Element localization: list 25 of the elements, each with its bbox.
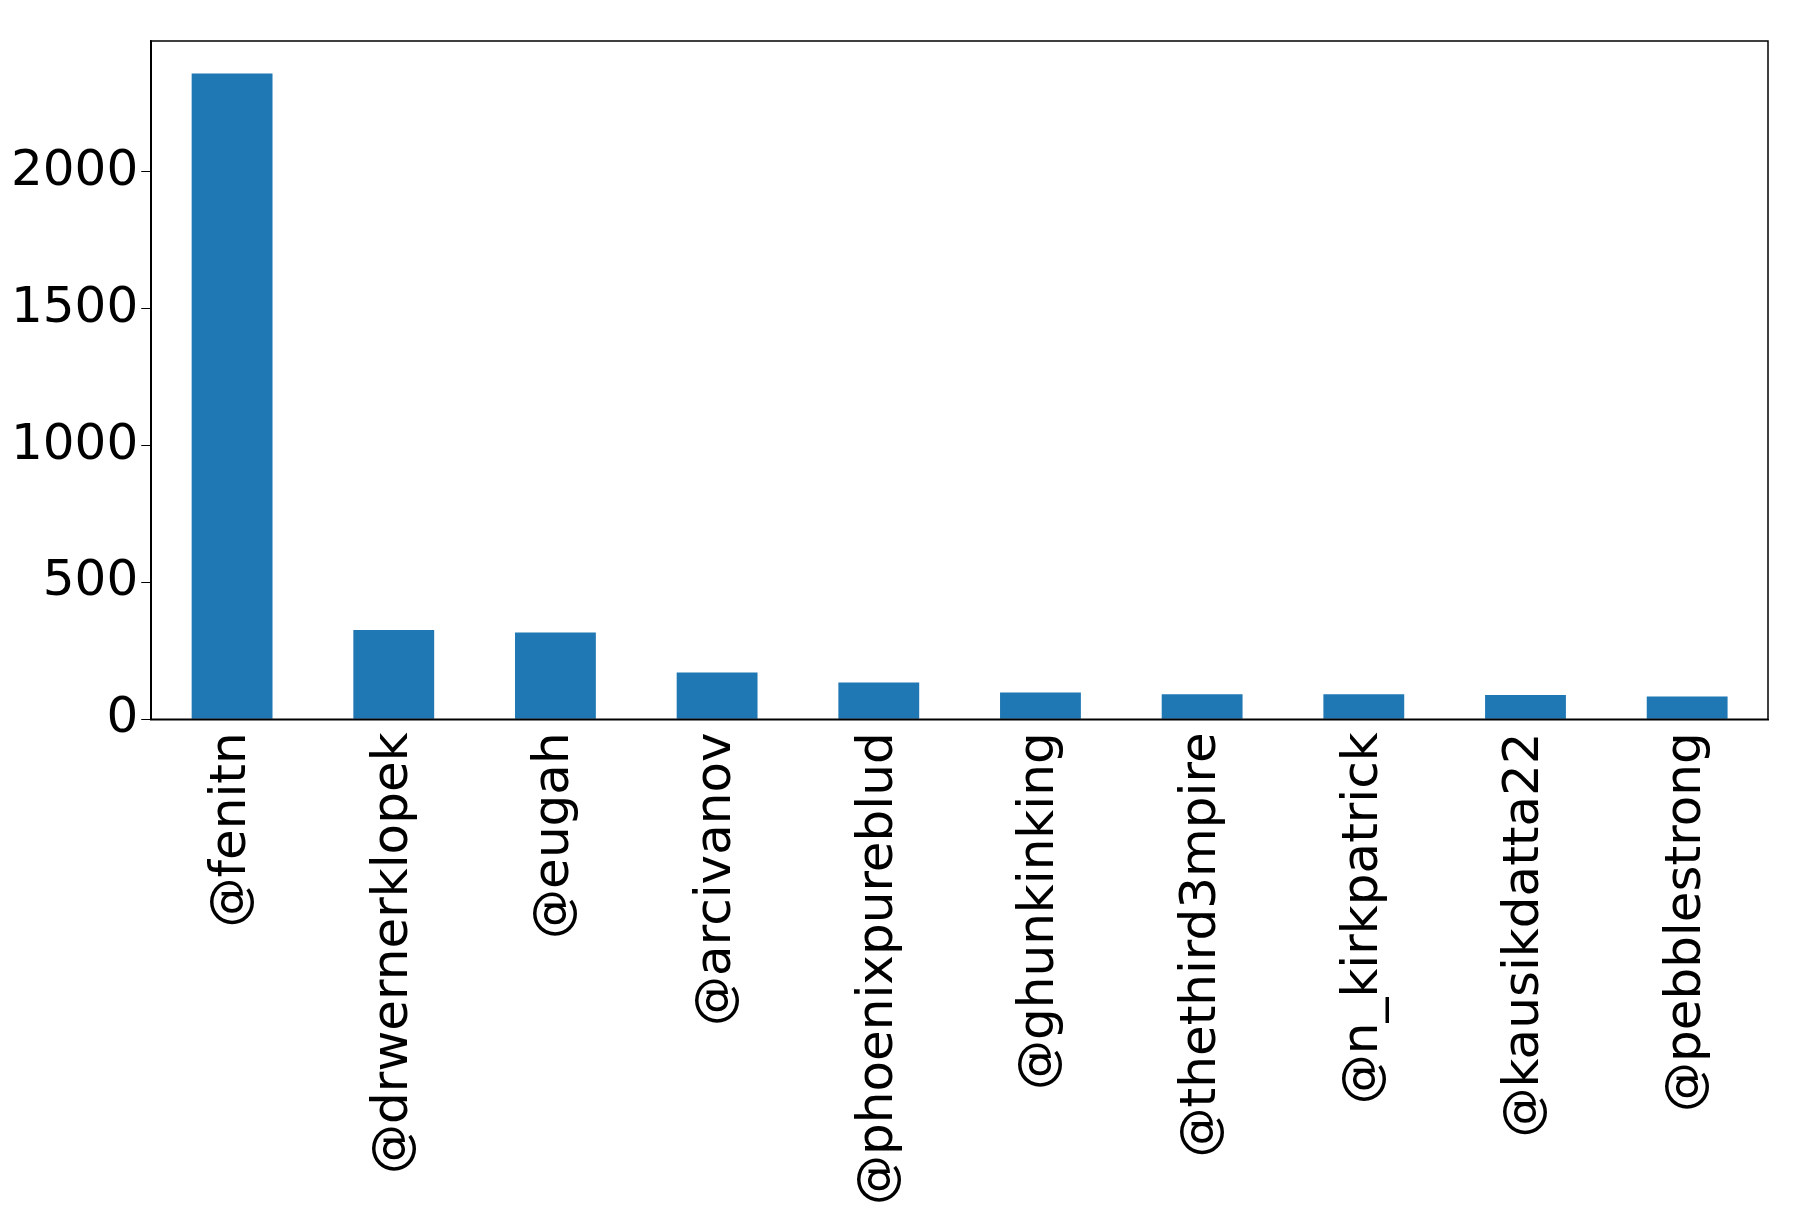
bar bbox=[1323, 694, 1405, 719]
x-tick-label: @pebblestrong bbox=[1654, 732, 1713, 1113]
x-tick-label: @n_kirkpatrick bbox=[1330, 732, 1389, 1105]
y-tick-label: 500 bbox=[42, 549, 139, 608]
x-tick-label: @ghunkinking bbox=[1007, 732, 1066, 1090]
x-tick-label: @eugah bbox=[522, 732, 581, 939]
x-tick-label: @phoenixpureblud bbox=[845, 732, 904, 1205]
bar bbox=[515, 632, 596, 719]
y-tick-label: 2000 bbox=[11, 138, 139, 197]
bar bbox=[838, 682, 920, 719]
bar bbox=[191, 73, 273, 719]
bar bbox=[1485, 694, 1566, 719]
x-tick-label: @arcivanov bbox=[684, 732, 743, 1026]
bar bbox=[1161, 694, 1243, 719]
y-tick-label: 1000 bbox=[11, 412, 139, 471]
x-tick-label: @drwernerklopek bbox=[360, 732, 419, 1174]
bar bbox=[676, 672, 758, 719]
bar bbox=[353, 630, 435, 719]
y-tick-label: 0 bbox=[106, 686, 139, 745]
y-tick-label: 1500 bbox=[11, 275, 139, 334]
x-tick-label: @fenitn bbox=[199, 732, 258, 928]
x-tick-label: @thethird3mpire bbox=[1169, 732, 1228, 1158]
bar bbox=[1646, 696, 1728, 719]
bar bbox=[1000, 692, 1081, 719]
x-tick-label: @kausikdatta22 bbox=[1492, 732, 1551, 1138]
